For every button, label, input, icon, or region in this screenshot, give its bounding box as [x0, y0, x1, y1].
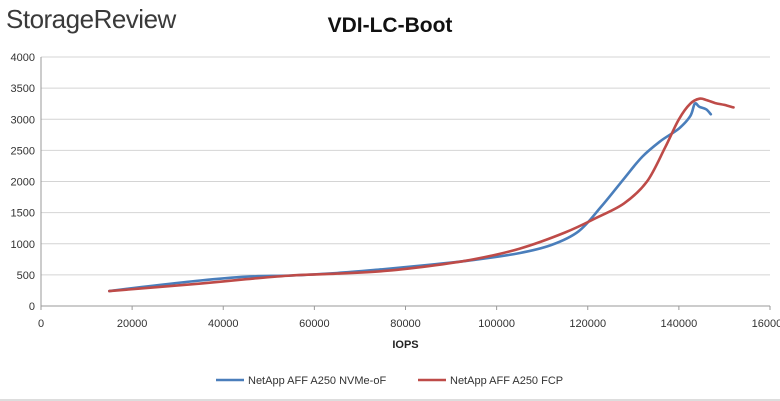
x-tick-label: 160000	[752, 318, 780, 330]
x-tick-label: 60000	[299, 318, 330, 330]
x-tick-label: 100000	[478, 318, 515, 330]
y-tick-label: 500	[17, 270, 35, 282]
y-tick-label: 1500	[11, 208, 35, 220]
y-tick-label: 3000	[11, 114, 35, 126]
series-line-1	[108, 102, 713, 293]
x-tick-label: 140000	[661, 318, 698, 330]
x-tick-label: 40000	[208, 318, 239, 330]
legend-label-2: NetApp AFF A250 FCP	[450, 375, 563, 387]
legend-label-1: NetApp AFF A250 NVMe-oF	[248, 375, 386, 387]
y-tick-label: 2500	[11, 145, 35, 157]
grid-lines	[40, 56, 771, 310]
x-tick-label: 120000	[569, 318, 606, 330]
x-axis-label: IOPS	[392, 339, 418, 351]
series-lines	[108, 97, 735, 293]
y-tick-label: 1000	[11, 239, 35, 251]
y-tick-label: 2000	[11, 177, 35, 189]
chart-title: VDI-LC-Boot	[327, 14, 453, 37]
x-tick-label: 0	[38, 318, 44, 330]
y-tick-label: 3500	[11, 83, 35, 95]
legend: NetApp AFF A250 NVMe-oF NetApp AFF A250 F…	[216, 375, 563, 387]
y-tick-label: 0	[29, 301, 35, 313]
x-tick-label: 20000	[117, 318, 148, 330]
brand-logo: StorageReview	[6, 4, 176, 34]
series-line-2	[108, 97, 735, 293]
y-tick-label: 4000	[11, 52, 35, 64]
x-tick-label: 80000	[390, 318, 421, 330]
